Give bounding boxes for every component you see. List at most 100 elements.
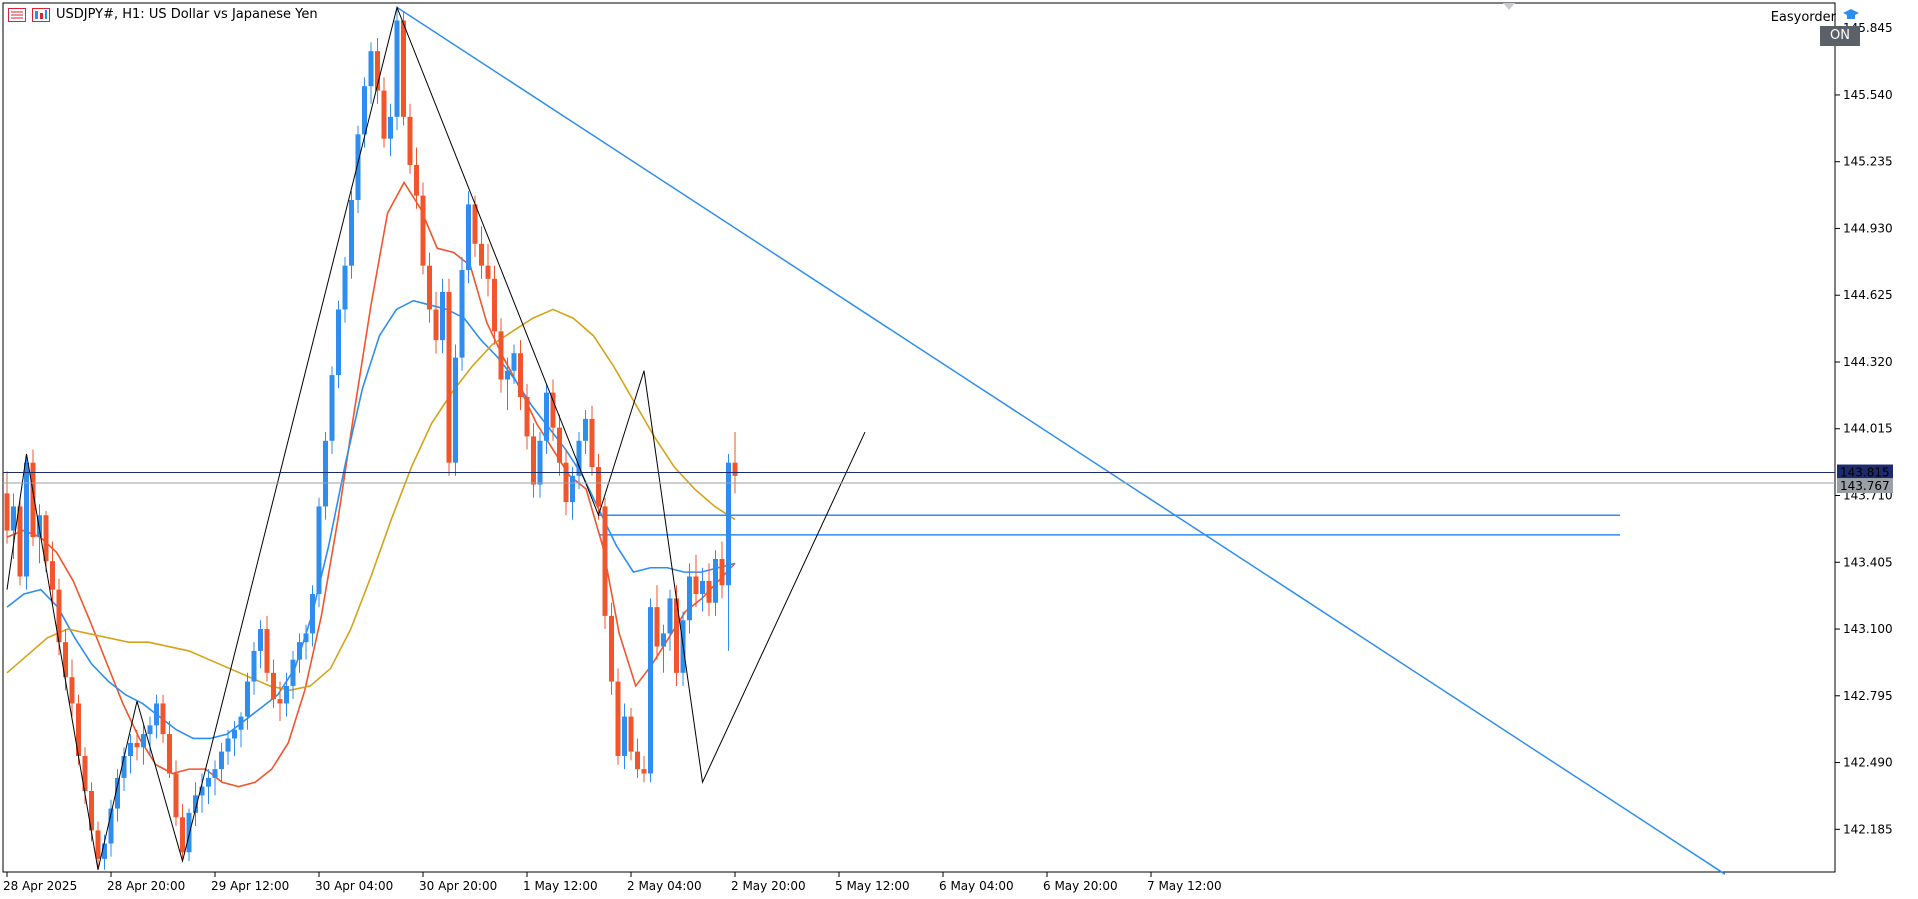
y-tick-label: 145.235 [1843, 155, 1893, 169]
candle-body [258, 629, 263, 651]
candle-body [95, 830, 101, 859]
chart-window-icon[interactable] [32, 7, 50, 22]
candle-body [472, 204, 478, 244]
y-tick-label: 142.185 [1843, 822, 1893, 836]
candle-body [544, 392, 549, 441]
candle-body [43, 515, 49, 562]
candle-body [583, 418, 588, 441]
candle-body [674, 598, 679, 673]
candle-body [394, 20, 400, 117]
x-tick-label: 5 May 12:00 [835, 879, 910, 893]
candle-body [76, 703, 81, 756]
candle-body [251, 650, 257, 682]
candle-body [726, 462, 731, 586]
bid-price-tag [1837, 464, 1893, 480]
candle-body [134, 742, 140, 748]
candle-body [316, 506, 322, 595]
candle-body [310, 594, 315, 634]
trendline [396, 6, 1726, 875]
moving-average-mid [6, 299, 736, 740]
y-tick-label: 144.015 [1843, 422, 1893, 436]
candle-body [284, 685, 289, 704]
candle-body [511, 353, 517, 371]
candle-body [4, 493, 10, 531]
candle-body [206, 777, 211, 787]
candle-body [492, 278, 497, 332]
candle-body [602, 506, 608, 616]
chart-shift-marker [1503, 3, 1515, 10]
candle-body [323, 440, 328, 507]
x-tick-label: 6 May 20:00 [1043, 879, 1118, 893]
candle-body [466, 204, 471, 271]
candle-body [687, 576, 692, 621]
candle-body [238, 716, 244, 730]
candle-body [661, 633, 666, 647]
candle-body [531, 436, 536, 485]
candle-body [615, 681, 621, 756]
candle-body [180, 817, 185, 853]
candle-body [160, 703, 166, 735]
candle-body [420, 195, 426, 266]
candle-body [453, 357, 458, 463]
candle-body [30, 462, 36, 538]
x-tick-label: 1 May 12:00 [523, 879, 598, 893]
y-tick-label: 143.405 [1843, 555, 1893, 569]
candle-body [147, 725, 153, 735]
candle-body [648, 607, 653, 774]
y-tick-label: 145.540 [1843, 88, 1893, 102]
candle-body [212, 769, 218, 778]
candle-body [290, 659, 296, 686]
candle-body [505, 370, 510, 380]
candle-body [407, 116, 413, 165]
candle-body [245, 681, 250, 717]
candle-body [550, 392, 556, 428]
moving-average-fast [6, 180, 736, 788]
candle-body [563, 462, 569, 503]
candle-body [17, 506, 23, 577]
graduation-cap-icon [1842, 8, 1860, 26]
candle-body [401, 20, 406, 117]
candle-body [303, 633, 309, 643]
x-tick-label: 28 Apr 20:00 [107, 879, 185, 893]
candle-body [128, 742, 133, 756]
y-tick-label: 143.100 [1843, 622, 1893, 636]
x-tick-label: 7 May 12:00 [1147, 879, 1222, 893]
x-tick-label: 30 Apr 20:00 [419, 879, 497, 893]
candle-body [219, 751, 224, 770]
candle-body [524, 397, 530, 437]
candle-body [375, 51, 380, 91]
candle-body [719, 558, 725, 586]
candle-body [102, 843, 107, 859]
candle-body [173, 773, 179, 818]
candle-body [576, 440, 582, 476]
candle-body [63, 642, 68, 678]
candle-body [414, 164, 419, 196]
candle-body [427, 265, 432, 310]
candle-body [609, 615, 614, 682]
candle-body [225, 738, 231, 752]
ask-price-tag [1837, 478, 1893, 494]
candle-body [355, 134, 361, 201]
chart-list-icon[interactable] [8, 7, 26, 22]
candle-body [349, 200, 354, 266]
candle-body [193, 795, 198, 813]
candle-body [440, 291, 445, 341]
candle-body [596, 467, 601, 507]
x-tick-label: 30 Apr 04:00 [315, 879, 393, 893]
candle-body [186, 812, 192, 853]
candle-body [56, 589, 62, 643]
candle-body [518, 353, 523, 398]
candle-body [37, 515, 42, 538]
candle-body [232, 729, 237, 739]
y-tick-label: 144.930 [1843, 221, 1893, 235]
plot-frame [2, 2, 1836, 873]
expert-advisor[interactable]: Easyorder [1771, 8, 1860, 26]
x-tick-label: 2 May 20:00 [731, 879, 806, 893]
y-tick-label: 144.320 [1843, 355, 1893, 369]
candle-body [336, 309, 341, 376]
candle-body [69, 677, 75, 704]
candle-body [329, 375, 335, 441]
candle-body [713, 558, 718, 603]
